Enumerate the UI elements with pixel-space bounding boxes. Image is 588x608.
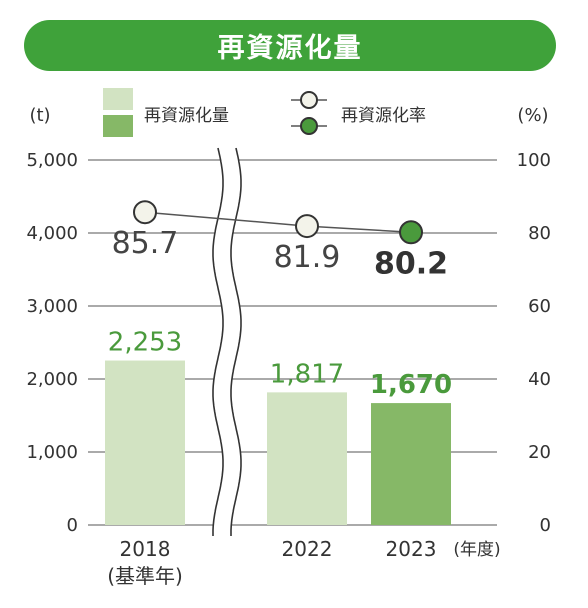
rate-marker [295,214,319,239]
legend-label-bar: 再資源化量 [144,106,229,126]
rate-value-label: 85.7 [112,226,179,261]
legend-label-line: 再資源化率 [341,106,426,126]
left-tick-label: 2,000 [26,369,78,390]
category-label: 2018 [120,537,171,561]
right-tick-label: 0 [540,515,551,536]
category-label: 2022 [282,537,333,561]
rate-marker [133,200,157,225]
bar-value-label: 2,253 [108,328,182,358]
rate-value-label: 80.2 [374,246,448,281]
legend-swatch-dark [103,115,133,137]
right-tick-label: 20 [528,442,551,463]
title-banner: 再資源化量 [24,20,556,71]
bar-value-label: 1,817 [270,359,344,389]
category-note: (基準年) [107,564,183,588]
legend-marker-dark [300,117,318,135]
right-tick-label: 60 [528,296,551,317]
rate-value-label: 81.9 [274,240,341,275]
rate-line [144,211,412,234]
right-tick-label: 80 [528,223,551,244]
axis-break-line [230,147,242,536]
axis-break-line [212,147,224,536]
bar [105,360,185,525]
right-tick-label: 100 [517,150,551,171]
bar [371,403,451,525]
category-label: 2023 [386,537,437,561]
legend-marker-light [300,91,318,109]
chart-title: 再資源化量 [217,33,363,64]
left-axis-unit: (t) [29,105,50,126]
left-tick-label: 0 [67,515,78,536]
right-axis-unit: (%) [517,105,548,126]
left-tick-label: 5,000 [26,150,78,171]
rate-marker [399,220,423,245]
axis-break-gap [213,148,241,537]
x-axis-unit: (年度) [453,540,500,560]
right-tick-label: 40 [528,369,551,390]
left-tick-label: 3,000 [26,296,78,317]
left-tick-label: 1,000 [26,442,78,463]
bar [267,392,347,525]
left-tick-label: 4,000 [26,223,78,244]
bar-value-label: 1,670 [370,370,452,400]
legend-swatch-light [103,88,133,110]
